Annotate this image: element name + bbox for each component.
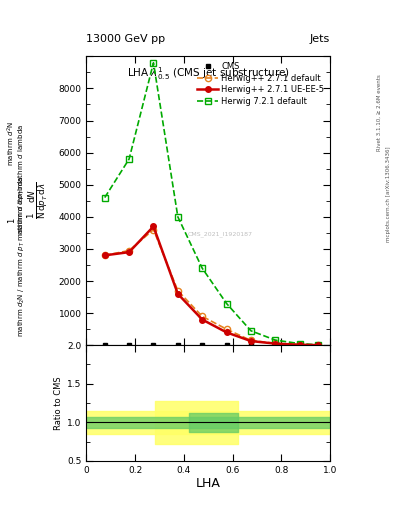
Text: 1: 1 bbox=[7, 218, 16, 223]
Y-axis label: Ratio to CMS: Ratio to CMS bbox=[54, 376, 63, 430]
Herwig 7.2.1 default bbox=[273, 337, 278, 343]
Herwig++ 2.7.1 default bbox=[151, 227, 156, 233]
Text: CMS_2021_I1920187: CMS_2021_I1920187 bbox=[188, 231, 253, 237]
Text: mathrm $d^2$N: mathrm $d^2$N bbox=[6, 121, 17, 166]
Herwig 7.2.1 default bbox=[298, 340, 302, 347]
Herwig 7.2.1 default bbox=[249, 328, 253, 334]
Herwig++ 2.7.1 default bbox=[273, 340, 278, 347]
Herwig++ 2.7.1 UE-EE-5 bbox=[151, 223, 156, 229]
Herwig++ 2.7.1 UE-EE-5 bbox=[273, 340, 278, 347]
Line: Herwig++ 2.7.1 UE-EE-5: Herwig++ 2.7.1 UE-EE-5 bbox=[102, 224, 321, 348]
Text: 13000 GeV pp: 13000 GeV pp bbox=[86, 33, 165, 44]
Text: mathrm $d_2$N / mathrm $d$ $p_T$ mathrm $d$ lambda: mathrm $d_2$N / mathrm $d$ $p_T$ mathrm … bbox=[17, 176, 27, 336]
Herwig++ 2.7.1 UE-EE-5 bbox=[298, 342, 302, 348]
Herwig 7.2.1 default bbox=[102, 195, 107, 201]
Herwig++ 2.7.1 default bbox=[224, 326, 229, 332]
Text: Jets: Jets bbox=[310, 33, 330, 44]
Text: $\frac{1}{\mathrm{N}}\frac{\mathrm{d}N}{\mathrm{d}p_T\,\mathrm{d}\lambda}$: $\frac{1}{\mathrm{N}}\frac{\mathrm{d}N}{… bbox=[26, 182, 50, 220]
CMS bbox=[151, 342, 156, 348]
Line: Herwig 7.2.1 default: Herwig 7.2.1 default bbox=[102, 59, 321, 348]
Herwig 7.2.1 default bbox=[316, 342, 320, 348]
Legend: CMS, Herwig++ 2.7.1 default, Herwig++ 2.7.1 UE-EE-5, Herwig 7.2.1 default: CMS, Herwig++ 2.7.1 default, Herwig++ 2.… bbox=[195, 60, 326, 108]
CMS bbox=[298, 342, 302, 348]
Herwig 7.2.1 default bbox=[200, 265, 205, 271]
CMS bbox=[224, 342, 229, 348]
Herwig++ 2.7.1 UE-EE-5 bbox=[224, 329, 229, 335]
Herwig++ 2.7.1 UE-EE-5 bbox=[102, 252, 107, 259]
X-axis label: LHA: LHA bbox=[196, 477, 221, 490]
Text: mcplots.cern.ch [arXiv:1306.3436]: mcplots.cern.ch [arXiv:1306.3436] bbox=[386, 147, 391, 242]
Herwig++ 2.7.1 default bbox=[298, 342, 302, 348]
Herwig++ 2.7.1 default bbox=[200, 313, 205, 319]
Line: Herwig++ 2.7.1 default: Herwig++ 2.7.1 default bbox=[102, 226, 321, 348]
CMS bbox=[175, 342, 180, 348]
Line: CMS: CMS bbox=[102, 343, 320, 348]
Herwig++ 2.7.1 UE-EE-5 bbox=[175, 291, 180, 297]
Herwig++ 2.7.1 UE-EE-5 bbox=[249, 338, 253, 344]
Herwig++ 2.7.1 default bbox=[127, 247, 132, 253]
CMS bbox=[249, 342, 253, 348]
Text: mathrm $d$ $p_T$ mathrm $d$ lambda: mathrm $d$ $p_T$ mathrm $d$ lambda bbox=[17, 123, 27, 235]
Herwig++ 2.7.1 UE-EE-5 bbox=[200, 316, 205, 323]
Herwig++ 2.7.1 UE-EE-5 bbox=[127, 249, 132, 255]
Herwig++ 2.7.1 default bbox=[175, 288, 180, 294]
Herwig++ 2.7.1 default bbox=[249, 337, 253, 344]
CMS bbox=[316, 342, 320, 348]
CMS bbox=[102, 342, 107, 348]
Herwig++ 2.7.1 default bbox=[316, 342, 320, 348]
Text: Rivet 3.1.10, ≥ 2.6M events: Rivet 3.1.10, ≥ 2.6M events bbox=[377, 74, 382, 151]
Herwig 7.2.1 default bbox=[224, 301, 229, 307]
CMS bbox=[127, 342, 132, 348]
Herwig 7.2.1 default bbox=[127, 156, 132, 162]
Text: LHA $\lambda^{1}_{0.5}$ (CMS jet substructure): LHA $\lambda^{1}_{0.5}$ (CMS jet substru… bbox=[127, 65, 290, 82]
Herwig 7.2.1 default bbox=[151, 60, 156, 66]
CMS bbox=[273, 342, 278, 348]
Herwig++ 2.7.1 UE-EE-5 bbox=[316, 342, 320, 348]
Herwig++ 2.7.1 default bbox=[102, 252, 107, 259]
CMS bbox=[200, 342, 205, 348]
Herwig 7.2.1 default bbox=[175, 214, 180, 220]
